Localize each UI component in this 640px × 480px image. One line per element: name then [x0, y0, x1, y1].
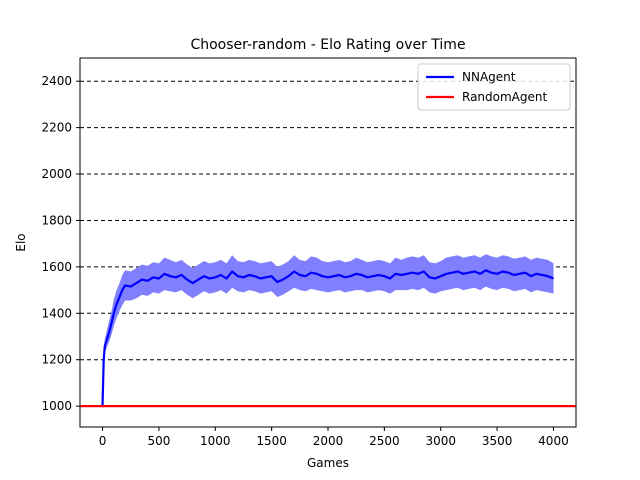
chart-title: Chooser-random - Elo Rating over Time — [190, 37, 465, 53]
legend-box — [417, 63, 571, 111]
x-tick-label: 500 — [147, 434, 170, 448]
y-tick-label: 1200 — [41, 353, 72, 367]
y-tick-label: 1400 — [41, 306, 72, 320]
y-tick-label: 2400 — [41, 74, 72, 88]
y-tick-label: 1000 — [41, 399, 72, 413]
x-axis-label: Games — [307, 456, 349, 470]
series-band-nnagent — [102, 254, 554, 407]
y-tick-label: 1800 — [41, 213, 72, 227]
legend-label-nnagent: NNAgent — [462, 70, 516, 84]
x-tick-label: 4000 — [538, 434, 569, 448]
x-tick-label: 1000 — [200, 434, 231, 448]
legend: NNAgent RandomAgent — [417, 63, 571, 111]
series-group — [80, 254, 576, 408]
series-layer — [80, 254, 576, 408]
x-tick-label: 3500 — [482, 434, 513, 448]
series-line-nnagent — [101, 269, 554, 407]
legend-label-randomagent: RandomAgent — [462, 90, 547, 104]
x-tick-label: 1500 — [256, 434, 287, 448]
axis-ticks: 1000 1200 1400 1600 1800 2000 2200 2400 0 500 1000… — [41, 74, 568, 448]
x-tick-label: 3000 — [425, 434, 456, 448]
x-tick-label: 2000 — [313, 434, 344, 448]
y-axis-label: Elo — [14, 233, 28, 251]
x-tick-label: 0 — [99, 434, 107, 448]
y-tick-label: 2200 — [41, 121, 72, 135]
x-tick-label: 2500 — [369, 434, 400, 448]
y-tick-label: 1600 — [41, 260, 72, 274]
y-tick-label: 2000 — [41, 167, 72, 181]
